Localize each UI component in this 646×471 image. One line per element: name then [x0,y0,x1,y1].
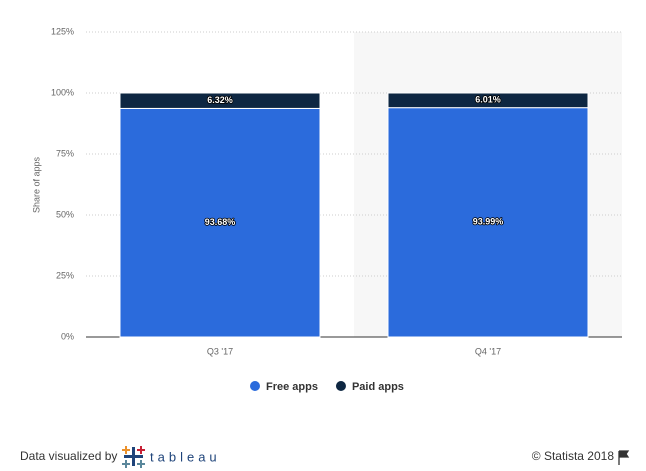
y-tick-label: 50% [56,209,74,219]
data-label: 6.01% [475,95,501,105]
data-label: 93.99% [473,217,504,227]
data-label: 6.32% [207,95,233,105]
x-tick-label: Q3 '17 [207,346,233,356]
legend-label: Free apps [266,381,318,393]
plot: 0% 25% 50% 75% 100% 125% Q3 '17 93.68% 6.32% Q4 '… [51,26,622,356]
legend-marker [250,381,260,391]
bar-segment [387,92,589,109]
bar-segment [387,107,589,338]
y-tick-label: 125% [51,26,74,36]
bar-segment [119,107,321,338]
copyright: © Statista 2018 [532,449,615,463]
flag-icon [618,450,630,465]
x-tick-label: Q4 '17 [475,346,501,356]
footer-text: Data visualized by [20,449,117,463]
data-label: 93.68% [205,217,236,227]
legend-label: Paid apps [352,381,404,393]
bar-segment [119,92,321,109]
y-tick-label: 25% [56,270,74,280]
y-tick-label: 0% [61,331,74,341]
tableau-icon [122,446,145,468]
tableau-logo: tableau [150,449,221,464]
y-tick-label: 75% [56,148,74,158]
legend-marker [335,381,346,391]
y-tick-label: 100% [51,87,74,97]
y-axis-label: Share of apps [31,156,41,213]
